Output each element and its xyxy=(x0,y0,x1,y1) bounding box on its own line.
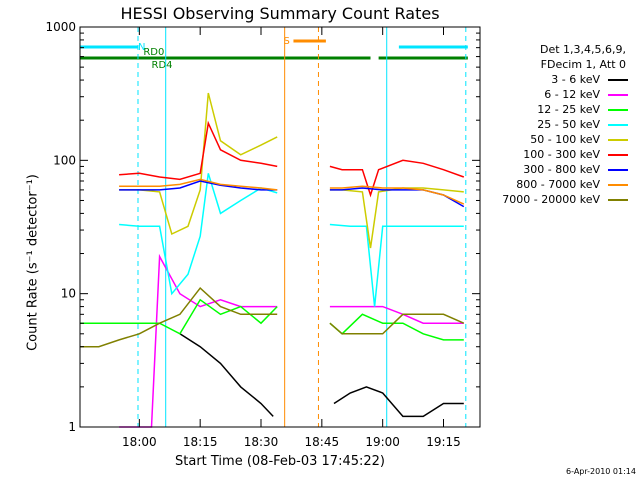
y-axis-label: Count Rate (s⁻¹ detector⁻¹) xyxy=(25,174,41,351)
series-100-300-kev-line-1 xyxy=(119,120,278,181)
y-tick-label-100: 100 xyxy=(53,153,76,167)
legend-swatch xyxy=(608,199,628,201)
legend-label: 6 - 12 keV xyxy=(544,88,600,101)
series-300-800-kev-line-1 xyxy=(119,180,278,191)
x-tick-label-18-45: 18:45 xyxy=(305,435,340,449)
flag-label-rd0: RD0 xyxy=(143,47,164,58)
generation-timestamp: 6-Apr-2010 01:14 xyxy=(566,467,636,476)
flag-bars: N S RD0 RD4 xyxy=(80,36,468,71)
flag-label-s: S xyxy=(283,36,289,47)
series-50-100-kev-line-1 xyxy=(119,92,278,236)
y-tick-label-1000: 1000 xyxy=(45,20,76,34)
series-100-300-kev-line-2 xyxy=(329,159,465,198)
legend-label: 7000 - 20000 keV xyxy=(502,193,600,206)
x-tick-label-18-30: 18:30 xyxy=(244,435,279,449)
series-12-25-kev-line-1 xyxy=(329,313,464,341)
legend-item-50-100-kev: 50 - 100 keV xyxy=(478,132,628,147)
series-12-25-kev-line-0 xyxy=(80,298,278,335)
legend-item-100-300-kev: 100 - 300 keV xyxy=(478,147,628,162)
series-50-100-kev-line-2 xyxy=(329,187,464,249)
axis-ticks: 18:00 18:15 18:30 18:45 19:00 19:15 1 10 100 1000 xyxy=(45,20,480,449)
legend: Det 1,3,4,5,6,9, FDecim 1, Att 0 3 - 6 k… xyxy=(478,42,628,207)
legend-label: 25 - 50 keV xyxy=(537,118,600,131)
plot-frame xyxy=(79,26,481,428)
legend-label: 100 - 300 keV xyxy=(523,148,600,161)
series-3-6-kev-line-0 xyxy=(179,333,274,417)
legend-label: 3 - 6 keV xyxy=(551,73,600,86)
legend-header-line-1: Det 1,3,4,5,6,9, xyxy=(539,43,626,56)
x-tick-label-19-15: 19:15 xyxy=(426,435,461,449)
x-axis-label: Start Time (08-Feb-03 17:45:22) xyxy=(175,454,385,469)
legend-item-7000-20000-kev: 7000 - 20000 keV xyxy=(478,192,628,207)
legend-header-line-2: FDecim 1, Att 0 xyxy=(540,58,626,71)
legend-label: 800 - 7000 keV xyxy=(516,178,600,191)
legend-item-12-25-kev: 12 - 25 keV xyxy=(478,102,628,117)
x-tick-label-18-15: 18:15 xyxy=(183,435,218,449)
series-25-50-kev-line-2 xyxy=(329,223,464,307)
legend-swatch xyxy=(608,184,628,186)
legend-swatch xyxy=(608,154,628,156)
legend-swatch xyxy=(608,109,628,111)
legend-swatch xyxy=(608,124,628,126)
series-6-12-kev-line-2 xyxy=(329,305,464,324)
series-25-50-kev-line-1 xyxy=(119,173,278,296)
legend-swatch xyxy=(608,94,628,96)
legend-item-800-7000-kev: 800 - 7000 keV xyxy=(478,177,628,192)
legend-swatch xyxy=(608,169,628,171)
legend-label: 12 - 25 keV xyxy=(537,103,600,116)
y-tick-label-10: 10 xyxy=(61,287,76,301)
legend-item-3-6-kev: 3 - 6 keV xyxy=(478,72,628,87)
series-800-7000-kev-line-2 xyxy=(329,185,465,205)
series-800-7000-kev-line-1 xyxy=(119,178,278,191)
legend-swatch xyxy=(608,139,628,141)
series-lines xyxy=(80,92,465,428)
legend-label: 300 - 800 keV xyxy=(523,163,600,176)
legend-rows: 3 - 6 keV 6 - 12 keV 12 - 25 keV 25 - 50 ke… xyxy=(478,72,628,207)
legend-label: 50 - 100 keV xyxy=(530,133,600,146)
flag-label-rd4: RD4 xyxy=(152,60,173,71)
x-tick-label-19-00: 19:00 xyxy=(365,435,400,449)
y-tick-label-1: 1 xyxy=(68,420,76,434)
series-6-12-kev-line-1 xyxy=(119,253,278,428)
series-7000-20000-kev-line-1 xyxy=(329,313,465,335)
legend-item-300-800-kev: 300 - 800 keV xyxy=(478,162,628,177)
series-7000-20000-kev-line-0 xyxy=(80,286,278,348)
legend-swatch xyxy=(608,79,628,81)
series-3-6-kev-line-1 xyxy=(333,386,464,418)
legend-item-25-50-kev: 25 - 50 keV xyxy=(478,117,628,132)
x-tick-label-18-00: 18:00 xyxy=(122,435,157,449)
chart-title: HESSI Observing Summary Count Rates xyxy=(120,4,440,23)
legend-item-6-12-kev: 6 - 12 keV xyxy=(478,87,628,102)
flag-label-n: N xyxy=(138,42,145,53)
